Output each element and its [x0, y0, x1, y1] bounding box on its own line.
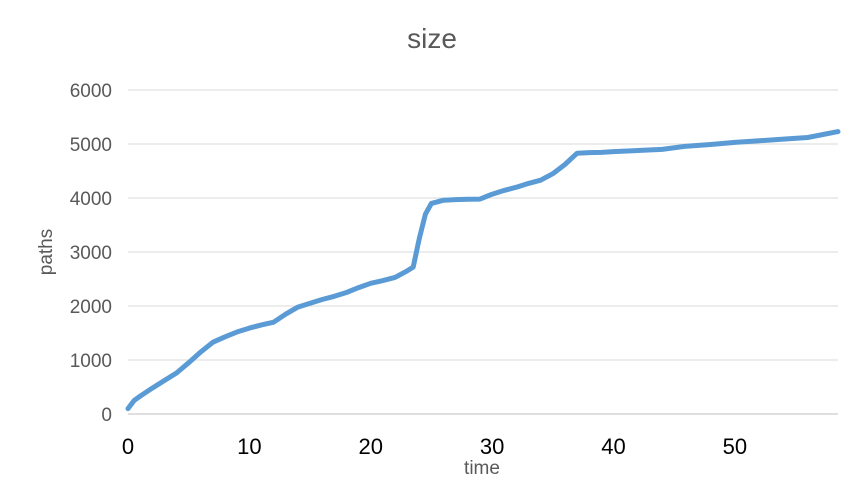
x-axis-ticks: 0 10 20 30 40 50: [122, 434, 747, 459]
x-tick-label: 20: [358, 434, 382, 459]
series-line: [125, 129, 841, 412]
y-tick-label: 1000: [70, 351, 112, 372]
x-tick-label: 40: [601, 434, 625, 459]
gridlines: [128, 89, 838, 415]
y-tick-label: 2000: [70, 297, 112, 318]
x-tick-label: 30: [480, 434, 504, 459]
y-tick-label: 6000: [70, 81, 112, 102]
x-tick-label: 10: [237, 434, 261, 459]
x-tick-label: 50: [723, 434, 747, 459]
y-axis-label: paths: [36, 229, 57, 275]
y-tick-label: 0: [101, 405, 112, 426]
y-tick-label: 5000: [70, 135, 112, 156]
x-tick-label: 0: [122, 434, 134, 459]
y-tick-label: 3000: [70, 243, 112, 264]
x-axis-label: time: [464, 458, 500, 479]
y-tick-label: 4000: [70, 189, 112, 210]
chart-title: size: [407, 23, 457, 54]
y-axis-ticks: 0 1000 2000 3000 4000 5000 6000: [70, 81, 112, 426]
series-group: [125, 129, 841, 412]
